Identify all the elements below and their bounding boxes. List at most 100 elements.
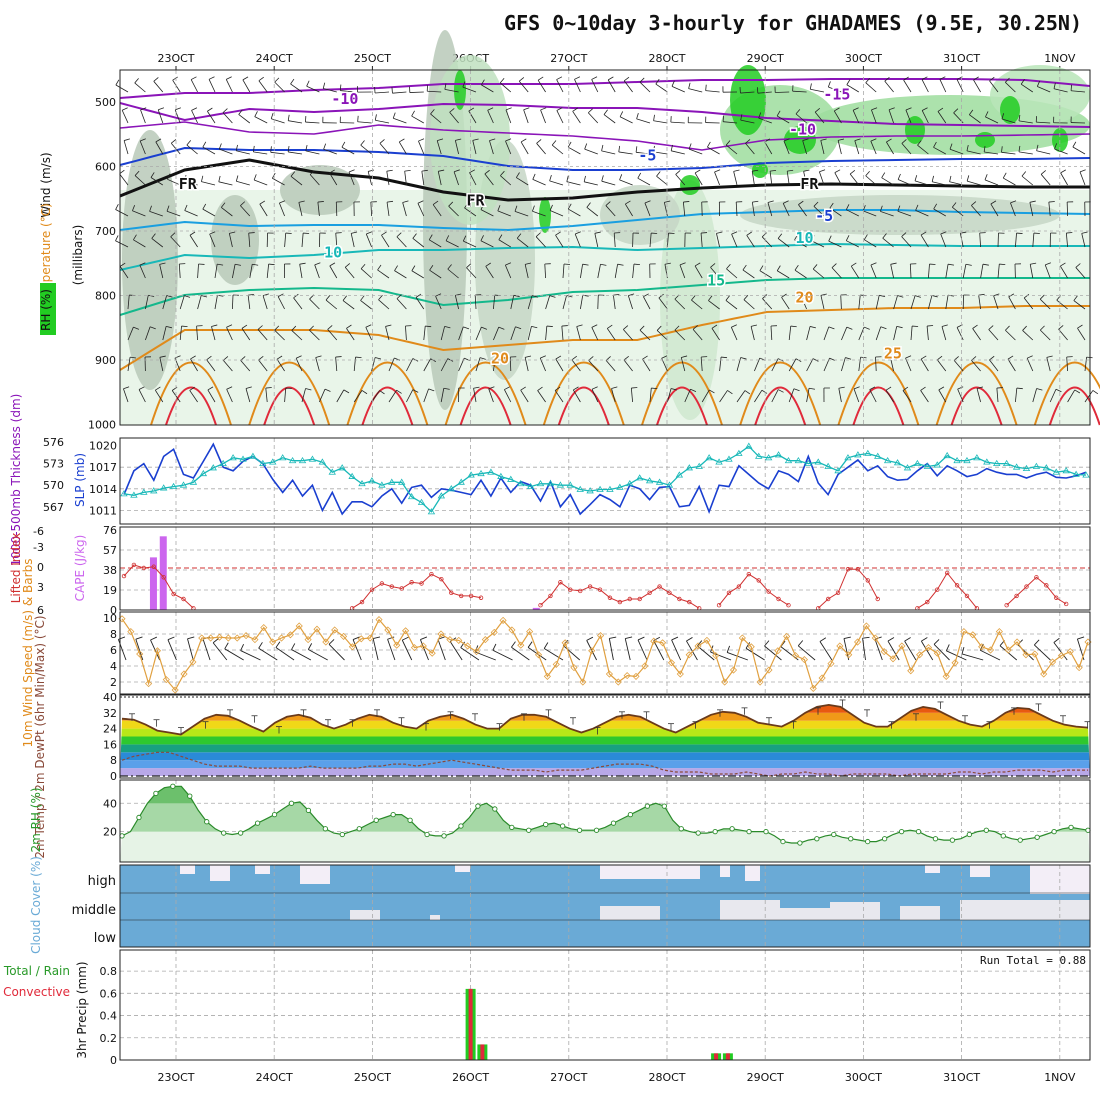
upper-wind-barb-flag <box>556 107 563 111</box>
upper-wind-barb <box>917 144 929 155</box>
wind-tick-1: 4 <box>110 660 117 673</box>
wind-speed-point <box>898 642 906 650</box>
rh-region <box>122 130 178 390</box>
upper-wind-barb <box>708 300 720 310</box>
upper-wind-barb-flag <box>518 77 525 82</box>
li-point <box>716 603 722 608</box>
upper-wind-barb <box>262 295 268 310</box>
diurnal-isotherm-30 <box>459 386 512 426</box>
upper-wind-barb-flag <box>139 262 146 266</box>
upper-wind-barb-flag <box>862 205 866 212</box>
upper-wind-barb <box>953 360 964 372</box>
precip-convective-bar <box>714 1053 719 1060</box>
upper-wind-barb <box>639 81 651 93</box>
upper-wind-barb <box>335 233 338 248</box>
cape-frame <box>119 526 1091 611</box>
bottom-tick-1: 24OCT <box>256 1071 293 1084</box>
upper-wind-barb <box>794 239 807 248</box>
upper-wind-barb <box>510 295 515 310</box>
upper-wind-barb-flag <box>725 295 730 301</box>
upper-wind-barb <box>145 326 151 341</box>
upper-wind-barb <box>462 86 477 93</box>
upper-wind-barb-flag <box>937 355 943 361</box>
slp-tick-2: 1017 <box>89 461 117 474</box>
bottom-tick-0: 23OCT <box>157 1071 194 1084</box>
upper-wind-barb-flag <box>1060 262 1066 267</box>
wind-speed-point <box>304 636 312 644</box>
upper-wind-barb-flag <box>808 387 816 390</box>
upper-wind-barb-flag <box>159 355 166 358</box>
upper-wind-barb <box>751 202 755 217</box>
surface-wind-barb <box>202 638 211 661</box>
upper-wind-barb-flag <box>463 326 470 330</box>
upper-wind-barb <box>484 173 494 186</box>
upper-wind-barb <box>336 389 345 403</box>
upper-wind-barb-flag <box>896 325 903 329</box>
upper-wind-barb <box>956 327 964 341</box>
upper-wind-barb-flag <box>800 293 807 297</box>
li-point <box>1054 595 1059 600</box>
upper-wind-barb-flag <box>329 169 335 174</box>
bottom-tick-8: 31OCT <box>943 1071 980 1084</box>
upper-wind-barb <box>393 117 407 124</box>
upper-wind-barb-flag <box>151 233 156 239</box>
upper-wind-barb <box>485 266 494 279</box>
upper-wind-barb <box>527 295 533 310</box>
upper-wind-barb-flag <box>473 386 480 389</box>
upper-wind-barb-flag <box>265 387 272 389</box>
upper-wind-barb-flag <box>674 325 680 331</box>
li-point <box>141 565 147 571</box>
wind-speed-point <box>198 634 206 642</box>
upper-wind-barb <box>454 140 459 155</box>
upper-wind-barb <box>127 357 131 372</box>
upper-wind-barb-flag <box>504 386 510 390</box>
upper-wind-barb <box>301 233 304 248</box>
surface-wind-barb <box>308 649 328 661</box>
surface-wind-barb <box>187 638 194 661</box>
thickness-point <box>784 456 793 464</box>
upper-wind-barb-flag <box>691 295 696 301</box>
upper-wind-barb <box>299 264 303 279</box>
wind-frame <box>119 611 1091 695</box>
precip-tick-2: 0.4 <box>100 1010 118 1023</box>
upper-wind-barb <box>510 326 516 341</box>
upper-wind-barb <box>346 328 355 341</box>
upper-wind-barb-flag <box>1007 355 1014 360</box>
thickness-point <box>606 485 614 492</box>
upper-wind-barb <box>584 181 598 186</box>
diurnal-isotherm-30 <box>1048 386 1100 426</box>
upper-wind-barb <box>1005 82 1016 93</box>
temp-band <box>120 697 1090 705</box>
precip-convective-bar <box>725 1053 730 1060</box>
slp-tick-3: 1020 <box>89 440 117 453</box>
upper-wind-barb <box>500 175 512 186</box>
thickness-tick-1: 570 <box>43 479 64 492</box>
upper-wind-barb-flag <box>639 325 645 331</box>
upper-wind-barb <box>736 390 746 403</box>
upper-wind-barb <box>740 91 755 94</box>
rh-high-region <box>752 162 768 178</box>
upper-wind-barb <box>725 144 738 155</box>
upper-wind-barb <box>350 233 355 248</box>
upper-wind-barb <box>574 233 581 248</box>
upper-wind-barb <box>207 389 216 403</box>
surface-wind-barb-flag <box>819 637 827 642</box>
upper-wind-barb <box>223 360 233 372</box>
diurnal-isotherm-25 <box>739 361 822 426</box>
upper-wind-barb-flag <box>566 175 569 182</box>
wind-speed-point <box>1013 638 1021 646</box>
li-tick-2: 0 <box>37 561 44 574</box>
upper-wind-barb <box>472 140 477 155</box>
upper-wind-barb-flag <box>746 231 752 236</box>
upper-wind-barb-flag <box>725 140 731 146</box>
isotherm-m10 <box>119 78 1091 99</box>
thickness-point <box>655 478 664 485</box>
rh-point <box>237 830 244 836</box>
li-point <box>578 588 583 594</box>
upper-wind-barb-flag <box>849 169 856 175</box>
upper-wind-barb <box>209 233 216 248</box>
upper-wind-barb <box>123 140 129 155</box>
upper-wind-barb-flag <box>241 324 248 329</box>
upper-wind-barb <box>611 388 616 403</box>
